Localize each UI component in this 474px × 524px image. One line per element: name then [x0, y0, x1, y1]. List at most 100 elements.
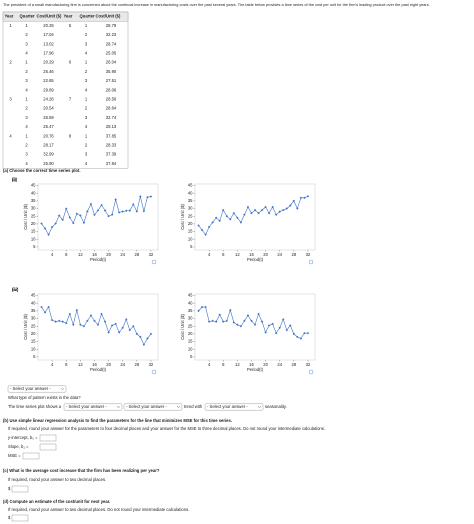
point	[146, 337, 149, 340]
y-tick-label: 45	[188, 183, 193, 188]
table-cell: 25.46	[43, 69, 54, 74]
point	[303, 331, 306, 335]
table-cell: 28.79	[106, 23, 117, 28]
y-tick-label: 10	[31, 236, 36, 241]
x-tick-label: 8	[222, 362, 225, 367]
table-cell: 8	[69, 133, 72, 138]
point	[306, 331, 310, 335]
table-header: Quarter	[80, 14, 95, 19]
table-cell: 1	[85, 23, 88, 28]
table-cell: 4	[25, 161, 28, 166]
table-header: Quarter	[20, 14, 35, 19]
x-tick-label: 24	[277, 362, 282, 367]
y-tick-label: 40	[188, 300, 193, 305]
point	[93, 319, 96, 323]
field-label: y-intercept, b₀ =	[8, 435, 38, 440]
point	[43, 311, 47, 314]
table-cell: 2	[25, 69, 28, 74]
point	[40, 222, 43, 225]
table-cell: 24.26	[43, 97, 54, 102]
x-tick-label: 16	[249, 362, 254, 367]
point	[225, 215, 228, 218]
x-tick-label: 12	[235, 252, 240, 257]
point	[114, 198, 117, 201]
point	[65, 321, 68, 325]
text-input[interactable]	[39, 434, 57, 442]
point	[68, 216, 71, 219]
table-cell: 22.65	[43, 78, 54, 83]
series-line	[41, 306, 152, 346]
point	[117, 331, 121, 334]
point	[72, 221, 75, 225]
x-tick-label: 4	[208, 362, 211, 367]
table-cell: 26.04	[106, 60, 117, 65]
point	[40, 305, 43, 309]
dropdown[interactable]	[204, 403, 264, 411]
x-tick-label: 16	[92, 252, 97, 257]
x-tick-label: 4	[51, 252, 54, 257]
table-cell: 1	[25, 133, 28, 138]
point	[204, 305, 207, 309]
table-cell: 3	[85, 115, 88, 120]
dropdown-label: - Select your answer -	[10, 386, 51, 391]
text-input[interactable]	[39, 443, 57, 451]
table-cell: 28.56	[106, 97, 117, 102]
point	[267, 211, 271, 215]
point	[250, 319, 253, 323]
table-cell: 32.23	[106, 32, 117, 37]
point	[149, 195, 153, 198]
point	[110, 213, 114, 216]
x-axis-label: Period(t)	[247, 367, 264, 372]
x-tick-label: 20	[106, 362, 111, 367]
table-cell: 3	[85, 41, 88, 46]
point	[232, 211, 236, 215]
point	[197, 309, 200, 313]
point	[211, 221, 214, 224]
dropdown[interactable]	[123, 403, 183, 411]
point	[197, 224, 200, 227]
dropdown[interactable]	[63, 403, 123, 411]
y-tick-label: 35	[188, 198, 193, 203]
point	[107, 331, 110, 334]
point	[285, 328, 288, 332]
text-input[interactable]	[11, 514, 29, 522]
point	[103, 320, 107, 323]
dropdown-caret	[257, 405, 262, 409]
point	[253, 208, 257, 212]
point	[125, 318, 128, 321]
table-cell: 28.17	[43, 143, 54, 148]
point	[292, 199, 296, 203]
point	[274, 331, 278, 335]
point	[72, 323, 75, 326]
table-cell: 1	[85, 97, 88, 102]
info-icon[interactable]	[151, 369, 157, 375]
dropdown[interactable]	[7, 385, 67, 393]
point	[296, 207, 299, 210]
point	[229, 218, 232, 221]
table-cell: 1	[25, 23, 28, 28]
x-tick-label: 20	[263, 362, 268, 367]
series-line	[41, 196, 151, 236]
y-tick-label: 20	[188, 331, 193, 336]
point	[125, 209, 128, 212]
y-tick-label: 20	[31, 331, 36, 336]
text-input[interactable]	[22, 452, 40, 460]
table-cell: 4	[25, 87, 28, 92]
x-tick-label: 12	[78, 252, 83, 257]
y-tick-label: 45	[31, 183, 36, 188]
point	[243, 319, 246, 323]
currency: $	[8, 486, 11, 491]
table-cell: 4	[25, 51, 28, 56]
info-icon[interactable]	[151, 259, 157, 265]
info-icon[interactable]	[308, 369, 314, 375]
text-input[interactable]	[11, 485, 29, 493]
table-cell: 35.90	[106, 69, 117, 74]
info-icon[interactable]	[308, 259, 314, 265]
pattern-question: What type of pattern exists in the data?	[8, 395, 81, 400]
y-tick-label: 25	[188, 323, 193, 328]
note: If required, round your answer for the p…	[8, 426, 325, 431]
point	[207, 320, 211, 323]
point	[135, 332, 139, 336]
point	[246, 314, 250, 317]
point	[246, 205, 250, 209]
